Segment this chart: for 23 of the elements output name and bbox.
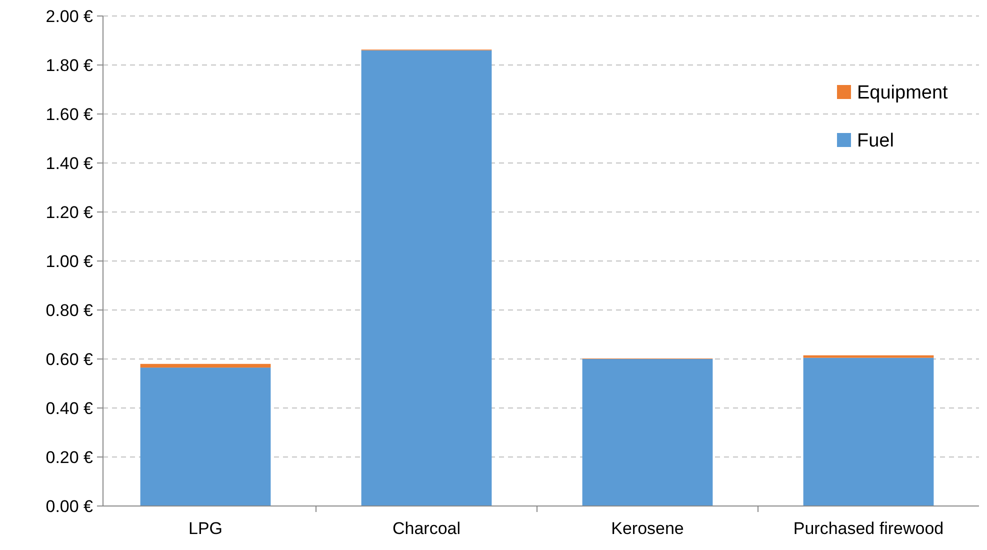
y-tick-label: 1.00 € — [46, 252, 94, 271]
bar — [803, 358, 934, 506]
y-tick-label: 2.00 € — [46, 6, 94, 26]
y-tick-label: 0.00 € — [46, 496, 94, 516]
y-tick-label: 0.60 € — [46, 350, 94, 369]
x-tick-label: Kerosene — [611, 519, 684, 538]
y-tick-label: 0.80 € — [46, 300, 94, 320]
x-tick-label: LPG — [188, 519, 223, 538]
y-tick-label: 1.20 € — [46, 202, 94, 222]
legend-label: Fuel — [857, 130, 894, 152]
y-tick-label: 1.80 € — [46, 56, 94, 75]
bar — [140, 364, 271, 368]
y-tick-label: 1.40 € — [46, 154, 94, 173]
bar — [582, 359, 713, 506]
x-tick-label: Charcoal — [392, 519, 461, 538]
y-tick-label: 0.40 € — [46, 398, 94, 418]
legend-label: Equipment — [857, 82, 949, 104]
y-tick-label: 0.20 € — [46, 448, 94, 467]
bar — [803, 355, 934, 358]
bar — [361, 50, 492, 506]
x-tick-label: Purchased firewood — [793, 519, 944, 538]
bar — [140, 368, 271, 506]
y-tick-label: 1.60 € — [46, 104, 94, 124]
